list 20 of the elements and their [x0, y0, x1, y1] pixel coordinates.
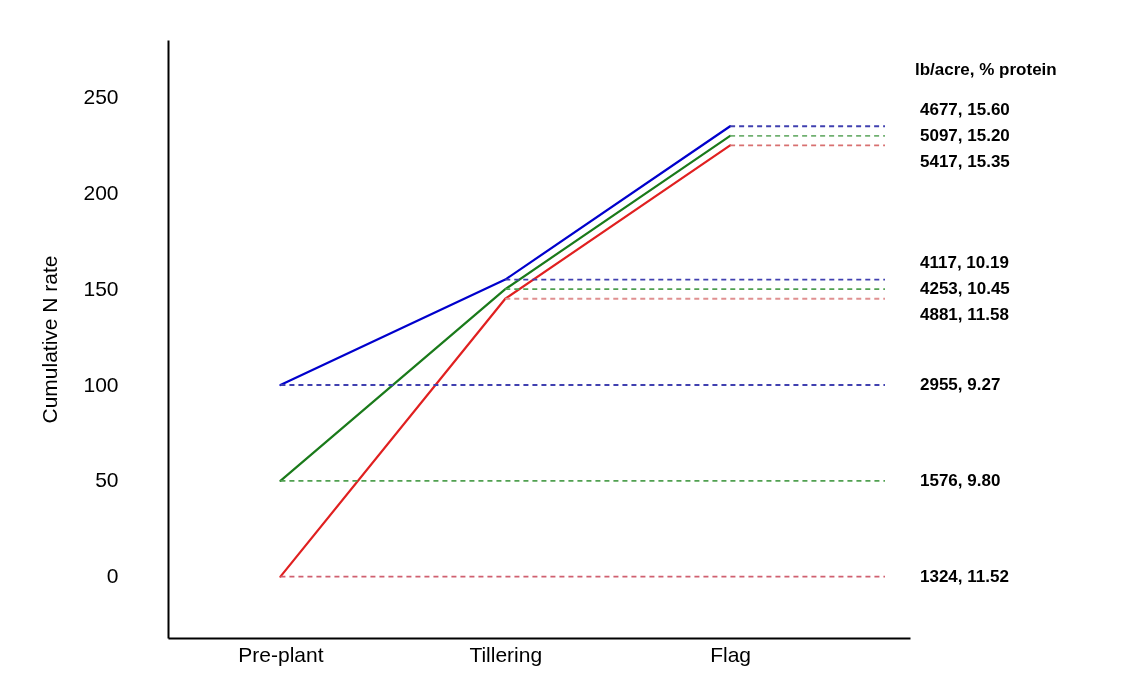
text: 1324, 11.52: [920, 566, 1009, 586]
text: 4117, 10.19: [920, 253, 1009, 273]
y-tick-label: 50: [95, 468, 119, 492]
text: 1576, 9.80: [920, 470, 1001, 490]
x-tick-label: Flag: [710, 642, 752, 666]
text: 2955, 9.27: [920, 375, 1001, 394]
text: 4253, 10.45: [920, 279, 1010, 299]
text: 5417, 15.35: [920, 151, 1010, 171]
x-tick-label: Tillering: [469, 642, 543, 666]
text: lb/acre, % protein: [915, 60, 1057, 79]
y-tick-label: 200: [83, 180, 119, 204]
text: 4677, 15.60: [920, 99, 1010, 119]
y-tick-label: 0: [106, 564, 119, 588]
y-tick-label: 250: [83, 85, 119, 108]
y-tick-label: 100: [83, 372, 119, 396]
y-axis-title: Cumulative N rate: [38, 255, 62, 424]
text: 4881, 11.58: [920, 305, 1009, 325]
x-tick-label: Pre-plant: [238, 642, 324, 666]
y-tick-label: 150: [83, 276, 119, 300]
text: 5097, 15.20: [920, 125, 1010, 145]
